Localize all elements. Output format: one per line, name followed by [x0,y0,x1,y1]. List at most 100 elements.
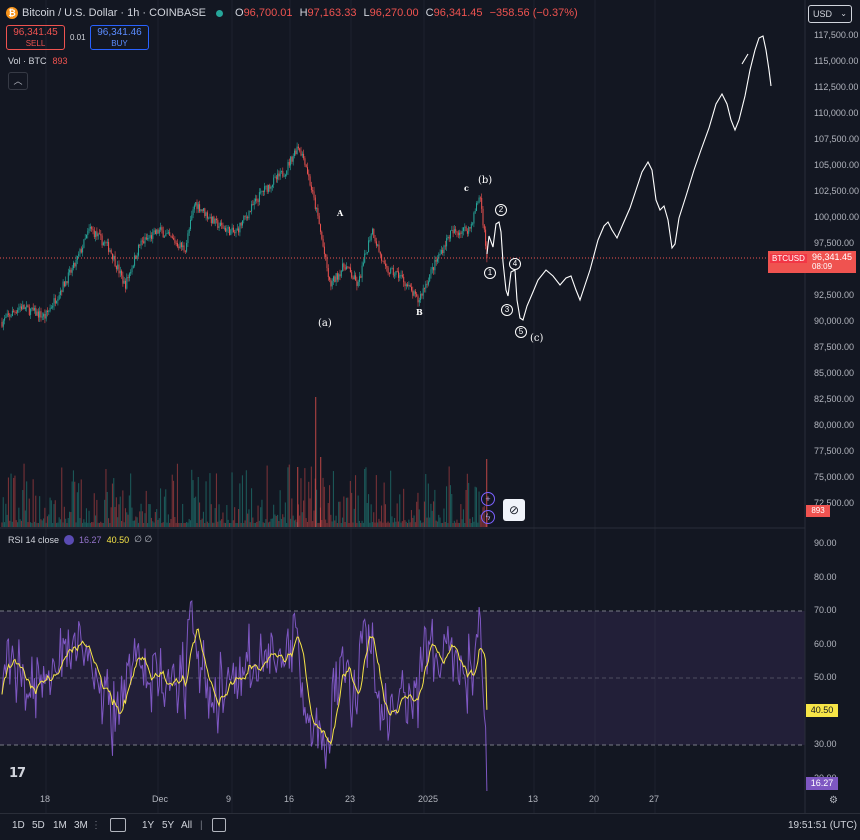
candle-body [400,274,402,276]
candle-body [101,235,103,246]
candle-body [13,310,15,312]
range-5d-button[interactable]: 5D [32,820,45,831]
candle-body [300,150,302,156]
collapse-legend-icon[interactable]: ︿ [8,72,28,90]
candle-body [281,170,282,172]
more-ranges-icon[interactable]: ⋮ [91,820,101,831]
add-indicator-icon[interactable]: + [481,492,495,506]
candle-body [14,311,16,313]
volume-bar [254,522,256,527]
candle-body [426,283,428,285]
volume-bar [241,475,243,527]
price-axis-tick: 92,500.00 [814,290,855,300]
volume-bar [357,495,359,527]
volume-bar [299,515,301,527]
volume-bar [17,522,19,527]
candle-body [105,242,107,244]
candle-body [248,211,250,219]
candle-body [213,216,215,224]
candle-body [360,276,362,278]
volume-bar [275,515,277,527]
volume-bar [315,397,317,527]
symbol-title[interactable]: Bitcoin / U.S. Dollar · 1h · COINBASE [22,7,206,19]
candle-body [187,233,189,244]
candle-body [99,233,100,235]
volume-bar [427,483,429,527]
candle-body [409,284,411,287]
candle-body [190,219,191,230]
volume-bar [182,503,184,527]
range-5y-button[interactable]: 5Y [162,820,175,831]
volume-bar [217,521,219,527]
range-3m-button[interactable]: 3M [74,820,88,831]
volume-bar [420,520,422,527]
volume-bar [323,486,325,527]
range-all-button[interactable]: All [181,820,193,831]
volume-bar [65,518,67,527]
rsi-extra-values: ∅ ∅ [134,534,153,544]
candle-body [161,227,163,231]
rsi-legend[interactable]: RSI 14 close 16.27 40.50 ∅ ∅ [8,534,152,545]
no-entry-icon[interactable]: ⊘ [503,499,525,521]
volume-bar [45,522,47,527]
candle-body [351,272,353,278]
price-axis-tick: 117,500.00 [814,30,859,40]
candle-body [357,281,359,286]
clock[interactable]: 19:51:51 (UTC) [788,820,857,831]
candle-body [74,262,76,267]
sell-button[interactable]: 96,341.45 SELL [6,25,65,50]
volume-bar [88,510,90,527]
candle-body [294,150,295,156]
volume-bar [244,520,246,527]
candle-body [316,208,318,209]
volume-bar [89,522,91,527]
candle-body [180,242,182,248]
wave-label-c: (c) [530,333,544,344]
candle-body [303,153,305,159]
calendar-icon[interactable] [212,818,226,832]
image-snapshot-icon[interactable] [110,818,126,832]
volume-bar [461,519,463,527]
volume-bar [122,490,124,527]
lightning-icon[interactable]: ϟ [481,510,495,524]
candle-body [34,308,35,311]
range-1m-button[interactable]: 1M [53,820,67,831]
candle-body [153,230,155,232]
currency-select[interactable]: USD ⌄ [808,5,852,23]
volume-bar [377,522,379,527]
candle-body [108,242,110,252]
candle-body [455,229,457,232]
gear-icon[interactable]: ⚙ [829,795,838,806]
volume-bar [106,491,108,527]
candle-body [417,296,419,303]
volume-bar [293,520,295,527]
candle-body [71,268,73,273]
volume-bar [401,521,403,527]
volume-bar [374,522,376,527]
volume-bar [442,522,444,527]
volume-bar [300,478,302,527]
volume-bar [371,522,373,527]
volume-bar [157,519,159,527]
symbol-header: ₿ Bitcoin / U.S. Dollar · 1h · COINBASE … [6,7,582,19]
volume-bar [169,522,171,527]
candle-body [387,267,389,273]
tradingview-logo[interactable]: 17 [9,766,26,781]
candle-body [326,257,328,269]
volume-bar [232,520,234,527]
volume-bar [92,522,94,527]
volume-bar [69,511,71,527]
candle-body [327,268,329,278]
rsi-settings-icon[interactable] [64,534,75,545]
candle-body [249,211,251,213]
volume-bar [284,502,286,527]
buy-button[interactable]: 96,341.46 BUY [90,25,149,50]
candle-body [370,234,372,240]
price-axis-tick: 87,500.00 [814,342,855,352]
range-1d-button[interactable]: 1D [12,820,25,831]
candle-body [8,313,9,315]
candles [1,142,488,331]
volume-bar [121,520,123,527]
range-1y-button[interactable]: 1Y [142,820,155,831]
